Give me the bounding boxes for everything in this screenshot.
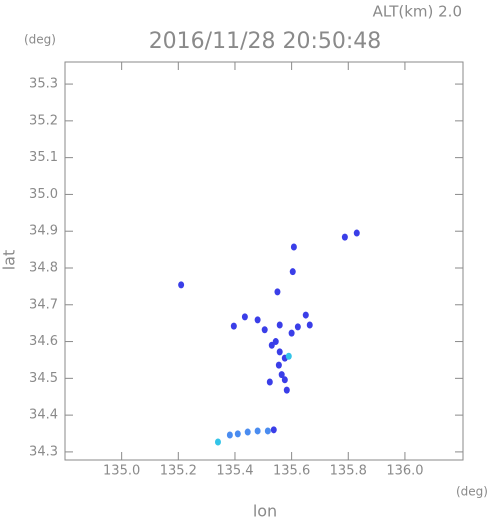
y-tick-label: 34.6 — [29, 334, 58, 349]
echo-point — [302, 311, 309, 319]
x-tick-label: 135.6 — [273, 464, 310, 479]
echo-point — [226, 431, 233, 439]
echo-point — [214, 438, 221, 446]
echo-point — [289, 268, 296, 276]
x-tick-label: 136.0 — [386, 464, 423, 479]
y-axis-label: lat — [0, 250, 19, 271]
subtitle: ALT(km) 2.0 — [373, 3, 462, 21]
y-tick-label: 35.3 — [29, 77, 58, 92]
echo-point — [254, 316, 261, 324]
echo-point — [288, 329, 295, 337]
echo-point — [278, 371, 285, 379]
echo-point — [178, 281, 185, 289]
y-tick-label: 34.5 — [29, 371, 58, 386]
x-tick-label: 135.4 — [216, 464, 253, 479]
echo-point — [230, 322, 237, 330]
echo-point — [281, 376, 288, 384]
echo-point — [270, 426, 277, 434]
x-unit: (deg) — [456, 485, 488, 499]
y-tick-label: 34.3 — [29, 444, 58, 459]
y-tick-label: 34.4 — [29, 408, 58, 423]
y-unit: (deg) — [24, 33, 56, 47]
echo-point — [285, 352, 292, 360]
echo-point — [261, 326, 268, 334]
plot-frame — [64, 61, 464, 461]
echo-point — [283, 386, 290, 394]
echo-point — [306, 321, 313, 329]
echo-point — [272, 338, 279, 346]
echo-point — [234, 430, 241, 438]
x-tick-label: 135.8 — [330, 464, 367, 479]
echo-point — [241, 313, 248, 321]
x-axis-label: lon — [253, 502, 277, 521]
echo-point — [341, 233, 348, 241]
echo-point — [266, 378, 273, 386]
x-tick-label: 135.2 — [160, 464, 197, 479]
chart-title: 2016/11/28 20:50:48 — [149, 29, 382, 54]
y-tick-label: 34.7 — [29, 297, 58, 312]
echo-point — [244, 428, 251, 436]
echo-point — [254, 427, 261, 435]
echo-point — [276, 321, 283, 329]
echo-point — [275, 361, 282, 369]
echo-point — [274, 288, 281, 296]
echo-point — [294, 323, 301, 331]
y-tick-label: 35.2 — [29, 113, 58, 128]
echo-point — [276, 348, 283, 356]
echo-point — [353, 229, 360, 237]
echo-point — [290, 243, 297, 251]
echo-point — [264, 427, 271, 435]
y-tick-label: 34.9 — [29, 224, 58, 239]
y-tick-label: 35.1 — [29, 150, 58, 165]
y-tick-label: 34.8 — [29, 260, 58, 275]
x-tick-label: 135.0 — [103, 464, 140, 479]
y-tick-label: 35.0 — [29, 187, 58, 202]
